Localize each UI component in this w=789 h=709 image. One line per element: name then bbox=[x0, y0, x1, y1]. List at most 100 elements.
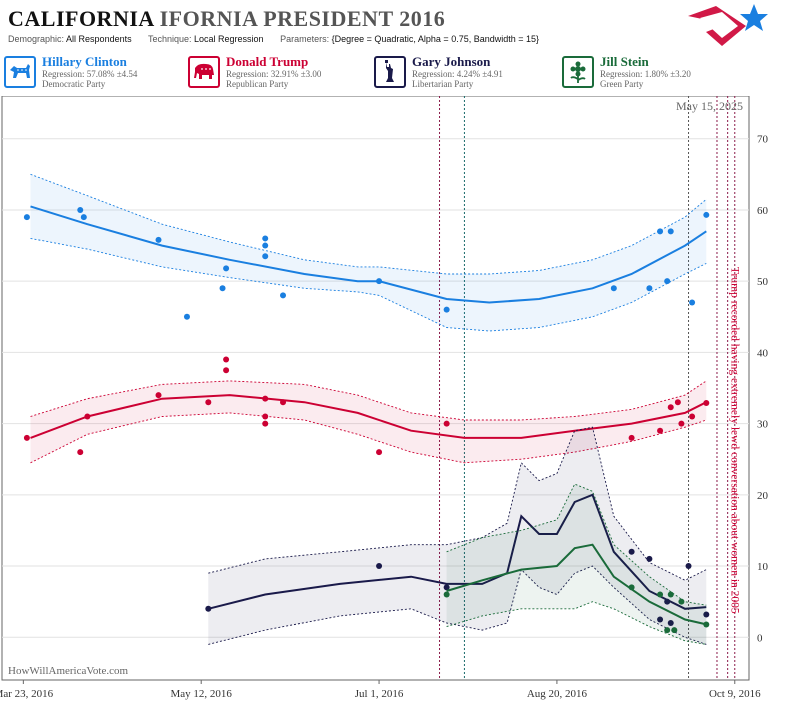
event-annotation: Trump recorded having extremely lewd con… bbox=[729, 267, 741, 614]
poll-point bbox=[376, 278, 383, 285]
poll-point bbox=[628, 434, 635, 441]
poll-point bbox=[223, 356, 230, 363]
flower-icon bbox=[562, 56, 594, 88]
legend-item-clinton: Hillary Clinton Regression: 57.08% ±4.54… bbox=[4, 54, 184, 94]
candidate-legend: Hillary Clinton Regression: 57.08% ±4.54… bbox=[0, 54, 789, 94]
poll-point bbox=[667, 591, 674, 598]
poll-point bbox=[685, 563, 692, 570]
poll-point bbox=[376, 449, 383, 456]
regression-chart: 0 10 20 30 40 50 60 70 Mar 23, 2016 May 12, 2016 J… bbox=[0, 95, 769, 700]
trend-line bbox=[30, 394, 707, 439]
poll-point bbox=[703, 611, 710, 618]
parameters-line: Demographic: All Respondents Technique: … bbox=[8, 34, 553, 44]
lower-bound-line bbox=[30, 412, 707, 464]
poll-point bbox=[262, 253, 269, 260]
confidence-band bbox=[30, 174, 707, 331]
poll-point bbox=[376, 563, 383, 570]
poll-point bbox=[667, 228, 674, 235]
poll-point bbox=[703, 621, 710, 628]
legend-item-trump: Donald Trump Regression: 32.91% ±3.00 Re… bbox=[188, 54, 368, 94]
series-jill-stein bbox=[443, 483, 710, 645]
series-gary-johnson bbox=[205, 426, 710, 645]
confidence-band bbox=[208, 427, 707, 645]
candidate-party: Democratic Party bbox=[42, 79, 106, 89]
y-tick-label: 50 bbox=[757, 276, 769, 288]
demographic-label: Demographic: bbox=[8, 34, 65, 44]
poll-point bbox=[280, 399, 287, 406]
poll-point bbox=[443, 591, 450, 598]
confidence-band bbox=[30, 380, 707, 463]
y-tick-label: 70 bbox=[757, 134, 769, 146]
poll-point bbox=[689, 299, 696, 306]
poll-point bbox=[610, 285, 617, 292]
liberty-statue-icon bbox=[374, 56, 406, 88]
poll-point bbox=[262, 235, 269, 242]
poll-point bbox=[23, 214, 30, 221]
upper-bound-line bbox=[30, 380, 707, 421]
poll-point bbox=[657, 591, 664, 598]
star-logo-icon bbox=[688, 4, 768, 46]
x-tick-label: Aug 20, 2016 bbox=[527, 688, 588, 700]
poll-point bbox=[703, 211, 710, 218]
poll-point bbox=[77, 206, 84, 213]
poll-point bbox=[443, 420, 450, 427]
y-tick-label: 40 bbox=[757, 347, 769, 359]
poll-point bbox=[223, 265, 230, 272]
plot-frame bbox=[1, 95, 750, 681]
y-tick-label: 0 bbox=[757, 632, 763, 644]
chart-area: 0 10 20 30 40 50 60 70 Mar 23, 2016 May 12, 2016 J… bbox=[0, 95, 789, 704]
candidate-name: Jill Stein bbox=[600, 54, 649, 69]
poll-point bbox=[223, 367, 230, 374]
candidate-party: Republican Party bbox=[226, 79, 289, 89]
poll-point bbox=[155, 392, 162, 399]
x-tick-label: Oct 9, 2016 bbox=[709, 688, 761, 700]
chart-header: CALIFORNIA IFORNIA PRESIDENT 2016 Demogr… bbox=[0, 0, 789, 52]
elephant-icon bbox=[188, 56, 220, 88]
poll-point bbox=[205, 399, 212, 406]
y-tick-label: 10 bbox=[757, 561, 769, 573]
poll-point bbox=[667, 620, 674, 627]
candidate-regression: Regression: 57.08% ±4.54 bbox=[42, 69, 138, 79]
poll-point bbox=[678, 598, 685, 605]
poll-point bbox=[77, 449, 84, 456]
poll-point bbox=[262, 242, 269, 249]
candidate-name: Donald Trump bbox=[226, 54, 309, 69]
y-tick-label: 60 bbox=[757, 205, 769, 217]
candidate-name: Hillary Clinton bbox=[42, 54, 127, 69]
poll-point bbox=[671, 627, 678, 634]
upper-bound-line bbox=[208, 426, 707, 581]
parameters-value: {Degree = Quadratic, Alpha = 0.75, Bandw… bbox=[331, 34, 540, 44]
poll-point bbox=[664, 278, 671, 285]
legend-item-stein: Jill Stein Regression: 1.80% ±3.20 Green… bbox=[562, 54, 742, 94]
donkey-icon bbox=[4, 56, 36, 88]
poll-point bbox=[646, 555, 653, 562]
x-tick-label: Jul 1, 2016 bbox=[355, 688, 404, 700]
poll-point bbox=[674, 399, 681, 406]
demographic-value: All Respondents bbox=[66, 34, 132, 44]
poll-point bbox=[183, 313, 190, 320]
poll-point bbox=[205, 605, 212, 612]
poll-point bbox=[80, 214, 87, 221]
poll-point bbox=[628, 548, 635, 555]
poll-point bbox=[262, 413, 269, 420]
candidate-regression: Regression: 32.91% ±3.00 bbox=[226, 69, 322, 79]
poll-point bbox=[262, 420, 269, 427]
poll-point bbox=[657, 616, 664, 623]
y-tick-label: 20 bbox=[757, 490, 769, 502]
date-label: May 15, 2025 bbox=[676, 99, 743, 113]
poll-point bbox=[219, 285, 226, 292]
title-rest: IFORNIA PRESIDENT 2016 bbox=[159, 6, 446, 31]
poll-point bbox=[443, 584, 450, 591]
trend-line bbox=[208, 493, 707, 610]
poll-point bbox=[646, 285, 653, 292]
y-tick-label: 30 bbox=[757, 419, 769, 431]
technique-value: Local Regression bbox=[194, 34, 264, 44]
confidence-band bbox=[446, 484, 707, 645]
watermark: HowWillAmericaVote.com bbox=[8, 665, 128, 677]
trend-line bbox=[446, 543, 707, 626]
series-hillary-clinton bbox=[23, 173, 710, 332]
technique-label: Technique: bbox=[147, 34, 192, 44]
page-title: CALIFORNIA IFORNIA PRESIDENT 2016 bbox=[8, 6, 445, 32]
lower-bound-line bbox=[446, 601, 707, 645]
poll-point bbox=[678, 420, 685, 427]
